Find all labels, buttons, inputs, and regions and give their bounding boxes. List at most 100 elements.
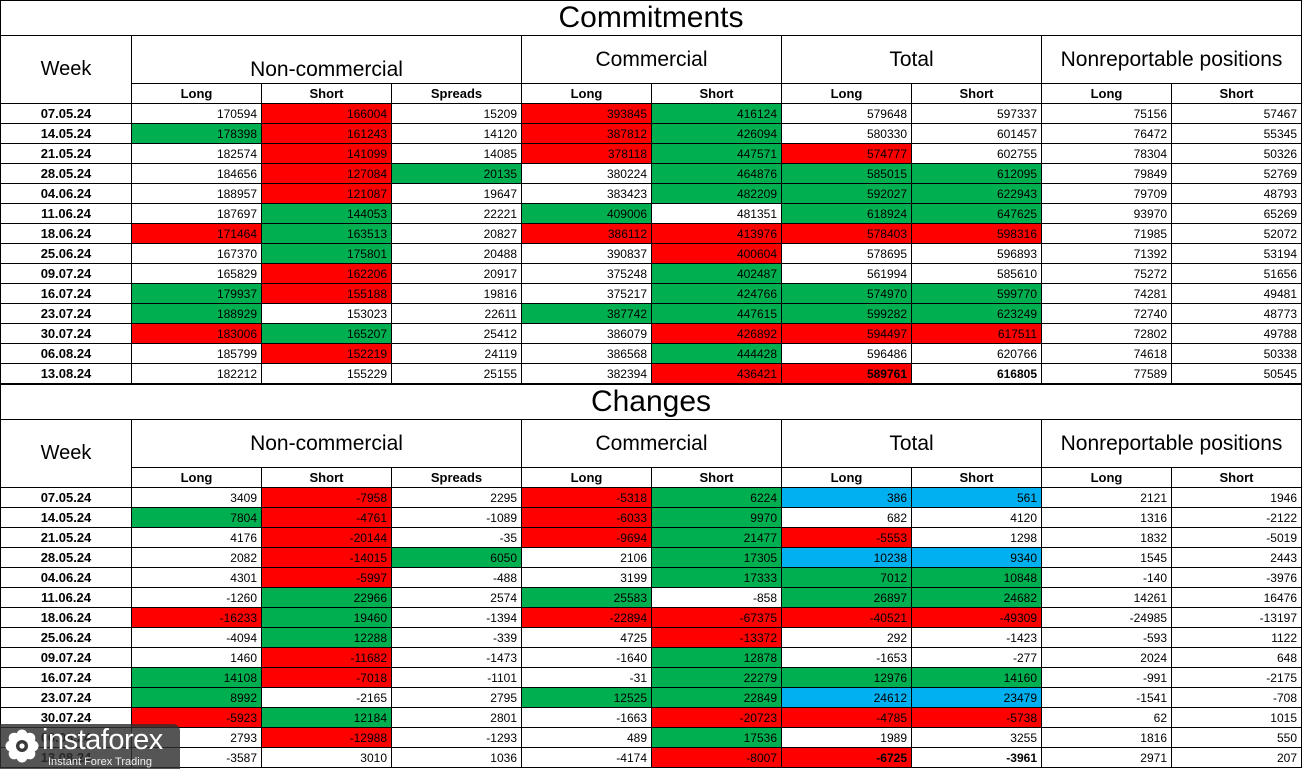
watermark-brand: instaforex (42, 724, 163, 756)
table-row: 28.05.24 2082 -14015 6050 2106 17305 10238 9340… (0, 548, 1302, 568)
nonreportable-short-cell: 207 (1172, 748, 1302, 768)
total-short-cell: 647625 (912, 204, 1042, 224)
noncommercial-spreads-cell: 20827 (392, 224, 522, 244)
noncommercial-short-subheader: Short (262, 468, 392, 488)
nonreportable-short-cell: 51656 (1172, 264, 1302, 284)
total-short-cell: -49309 (912, 608, 1042, 628)
week-cell: 13.08.24 (0, 364, 132, 384)
commercial-long-cell: 378118 (522, 144, 652, 164)
table-row: 30.07.24 -5923 12184 2801 -1663 -20723 -4785 -5… (0, 708, 1302, 728)
noncommercial-long-cell: -3587 (132, 748, 262, 768)
total-short-cell: 14160 (912, 668, 1042, 688)
commercial-long-cell: 386568 (522, 344, 652, 364)
noncommercial-short-cell: 127084 (262, 164, 392, 184)
week-cell: 16.07.24 (0, 284, 132, 304)
noncommercial-spreads-cell: 25155 (392, 364, 522, 384)
noncommercial-long-cell: 187697 (132, 204, 262, 224)
nonreportable-long-cell: 76472 (1042, 124, 1172, 144)
week-cell: 11.06.24 (0, 588, 132, 608)
noncommercial-short-cell: 153023 (262, 304, 392, 324)
total-short-subheader: Short (912, 84, 1042, 104)
total-group-header: Total (782, 36, 1042, 84)
noncommercial-group-header: Non-commercial (132, 420, 522, 468)
week-cell: 04.06.24 (0, 568, 132, 588)
nonreportable-long-cell: 72802 (1042, 324, 1172, 344)
nonreportable-short-cell: -708 (1172, 688, 1302, 708)
nonreportable-short-cell: 57467 (1172, 104, 1302, 124)
table-row: 28.05.24 184656 127084 20135 380224 464876 585… (0, 164, 1302, 184)
commercial-long-cell: 387742 (522, 304, 652, 324)
nonreportable-short-subheader: Short (1172, 468, 1302, 488)
commercial-short-cell: -858 (652, 588, 782, 608)
total-short-cell: 612095 (912, 164, 1042, 184)
total-long-cell: 589761 (782, 364, 912, 384)
nonreportable-short-cell: -2175 (1172, 668, 1302, 688)
week-cell: 30.07.24 (0, 324, 132, 344)
noncommercial-short-cell: 12184 (262, 708, 392, 728)
nonreportable-short-cell: 55345 (1172, 124, 1302, 144)
week-cell: 16.07.24 (0, 668, 132, 688)
week-cell: 23.07.24 (0, 688, 132, 708)
commercial-group-header: Commercial (522, 420, 782, 468)
total-group-header: Total (782, 420, 1042, 468)
noncommercial-spreads-cell: -1473 (392, 648, 522, 668)
noncommercial-spreads-cell: 20917 (392, 264, 522, 284)
noncommercial-long-cell: 2082 (132, 548, 262, 568)
noncommercial-spreads-subheader: Spreads (392, 468, 522, 488)
noncommercial-spreads-cell: 2295 (392, 488, 522, 508)
noncommercial-short-cell: 163513 (262, 224, 392, 244)
nonreportable-short-cell: 52769 (1172, 164, 1302, 184)
total-short-cell: 3255 (912, 728, 1042, 748)
table-row: 07.05.24 170594 166004 15209 393845 416124 579… (0, 104, 1302, 124)
noncommercial-long-cell: 4301 (132, 568, 262, 588)
noncommercial-spreads-cell: 14120 (392, 124, 522, 144)
noncommercial-long-cell: 170594 (132, 104, 262, 124)
nonreportable-long-cell: 1816 (1042, 728, 1172, 748)
noncommercial-short-cell: 3010 (262, 748, 392, 768)
total-long-cell: 561994 (782, 264, 912, 284)
commercial-short-subheader: Short (652, 468, 782, 488)
noncommercial-long-cell: 2793 (132, 728, 262, 748)
commercial-long-cell: -9694 (522, 528, 652, 548)
total-long-cell: 585015 (782, 164, 912, 184)
nonreportable-long-cell: 75156 (1042, 104, 1172, 124)
commercial-group-header: Commercial (522, 36, 782, 84)
nonreportable-long-cell: 72740 (1042, 304, 1172, 324)
total-long-cell: 596486 (782, 344, 912, 364)
instaforex-watermark: instaforex Instant Forex Trading (0, 724, 180, 769)
noncommercial-spreads-cell: 20488 (392, 244, 522, 264)
total-short-cell: 599770 (912, 284, 1042, 304)
total-long-cell: 10238 (782, 548, 912, 568)
nonreportable-long-cell: 1316 (1042, 508, 1172, 528)
commercial-short-cell: 21477 (652, 528, 782, 548)
noncommercial-spreads-cell: 2795 (392, 688, 522, 708)
total-long-cell: 594497 (782, 324, 912, 344)
noncommercial-short-cell: -11682 (262, 648, 392, 668)
noncommercial-long-cell: 1460 (132, 648, 262, 668)
noncommercial-long-cell: 3409 (132, 488, 262, 508)
table-row: 16.07.24 179937 155188 19816 375217 424766 574… (0, 284, 1302, 304)
table-row: 25.06.24 -4094 12288 -339 4725 -13372 292 -1423… (0, 628, 1302, 648)
noncommercial-spreads-cell: 2574 (392, 588, 522, 608)
nonreportable-long-subheader: Long (1042, 468, 1172, 488)
week-cell: 28.05.24 (0, 548, 132, 568)
week-cell: 14.05.24 (0, 124, 132, 144)
noncommercial-short-cell: -14015 (262, 548, 392, 568)
noncommercial-short-subheader: Short (262, 84, 392, 104)
nonreportable-long-cell: 14261 (1042, 588, 1172, 608)
noncommercial-long-cell: 188957 (132, 184, 262, 204)
nonreportable-long-cell: -24985 (1042, 608, 1172, 628)
table-row: 25.06.24 167370 175801 20488 390837 400604 578… (0, 244, 1302, 264)
week-cell: 25.06.24 (0, 628, 132, 648)
commercial-short-cell: 464876 (652, 164, 782, 184)
noncommercial-long-cell: -1260 (132, 588, 262, 608)
noncommercial-short-cell: -5997 (262, 568, 392, 588)
instaforex-logo-icon (4, 728, 40, 764)
nonreportable-short-cell: -2122 (1172, 508, 1302, 528)
nonreportable-long-cell: -991 (1042, 668, 1172, 688)
commercial-long-cell: 12525 (522, 688, 652, 708)
noncommercial-short-cell: 121087 (262, 184, 392, 204)
noncommercial-spreads-cell: 14085 (392, 144, 522, 164)
noncommercial-short-cell: -12988 (262, 728, 392, 748)
week-cell: 28.05.24 (0, 164, 132, 184)
